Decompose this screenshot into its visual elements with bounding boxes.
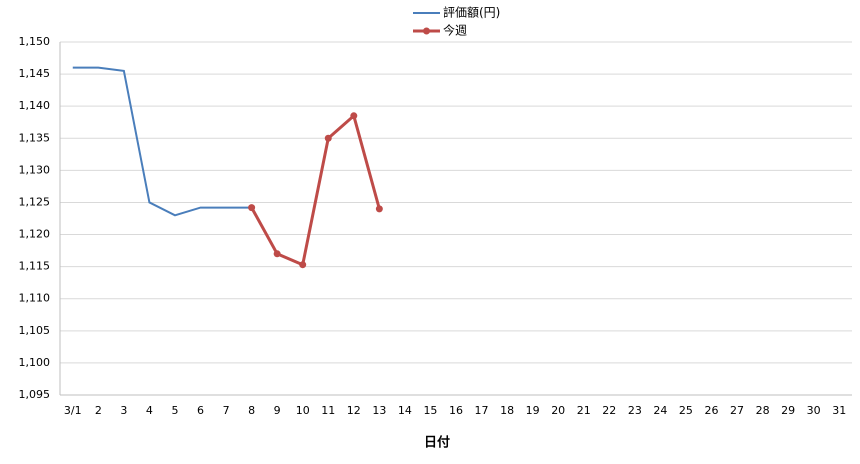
- y-tick-label: 1,105: [19, 324, 51, 337]
- x-tick-label: 3: [120, 404, 127, 417]
- x-tick-label: 21: [577, 404, 591, 417]
- y-tick-label: 1,120: [19, 228, 51, 241]
- y-tick-label: 1,115: [19, 260, 51, 273]
- x-tick-label: 8: [248, 404, 255, 417]
- x-tick-label: 29: [781, 404, 795, 417]
- x-tick-label: 25: [679, 404, 693, 417]
- y-tick-label: 1,140: [19, 99, 51, 112]
- y-tick-label: 1,110: [19, 292, 51, 305]
- y-tick-label: 1,125: [19, 195, 51, 208]
- x-tick-label: 18: [500, 404, 514, 417]
- point: [299, 261, 307, 269]
- x-tick-label: 11: [321, 404, 335, 417]
- x-tick-label: 7: [223, 404, 230, 417]
- x-tick-label: 16: [449, 404, 463, 417]
- x-tick-label: 12: [347, 404, 361, 417]
- x-tick-label: 24: [653, 404, 667, 417]
- x-tick-label: 19: [526, 404, 540, 417]
- y-tick-label: 1,145: [19, 67, 51, 80]
- x-tick-label: 6: [197, 404, 204, 417]
- x-tick-label: 17: [475, 404, 489, 417]
- x-tick-label: 13: [372, 404, 386, 417]
- y-tick-label: 1,095: [19, 388, 51, 401]
- x-tick-label: 2: [95, 404, 102, 417]
- x-tick-label: 9: [274, 404, 281, 417]
- x-tick-label: 15: [423, 404, 437, 417]
- x-tick-label: 22: [602, 404, 616, 417]
- x-tick-label: 26: [704, 404, 718, 417]
- x-axis-title: 日付: [424, 435, 450, 451]
- point: [324, 134, 332, 142]
- series-line: [250, 113, 381, 267]
- y-tick-label: 1,100: [19, 356, 51, 369]
- x-tick-label: 31: [832, 404, 846, 417]
- x-tick-label: 23: [628, 404, 642, 417]
- point: [248, 204, 256, 212]
- legend-label: 今週: [443, 23, 467, 38]
- x-tick-label: 10: [296, 404, 310, 417]
- y-tick-label: 1,130: [19, 163, 51, 176]
- x-tick-label: 28: [756, 404, 770, 417]
- x-tick-label: 27: [730, 404, 744, 417]
- x-tick-label: 4: [146, 404, 153, 417]
- x-tick-label: 3/1: [64, 404, 82, 417]
- x-tick-label: 20: [551, 404, 565, 417]
- x-tick-label: 5: [171, 404, 178, 417]
- point: [273, 250, 281, 258]
- y-tick-label: 1,150: [19, 35, 51, 48]
- legend-marker: [423, 27, 430, 35]
- legend-label: 評価額(円): [443, 5, 500, 20]
- point: [350, 112, 358, 120]
- series-line: [72, 66, 252, 217]
- point: [375, 205, 383, 213]
- x-tick-label: 14: [398, 404, 412, 417]
- x-tick-label: 30: [807, 404, 821, 417]
- y-tick-label: 1,135: [19, 131, 51, 144]
